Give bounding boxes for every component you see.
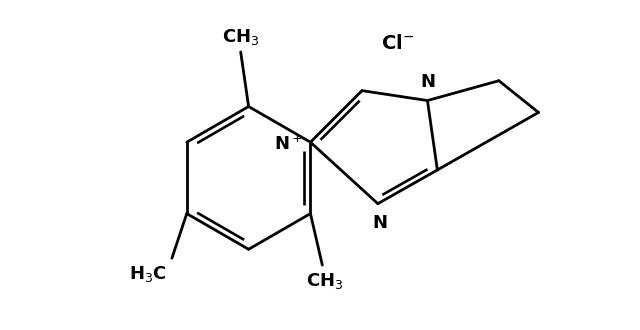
Text: N: N: [420, 73, 435, 91]
Text: CH$_3$: CH$_3$: [306, 271, 343, 291]
Text: N: N: [372, 214, 387, 232]
Text: H$_3$C: H$_3$C: [129, 264, 167, 284]
Text: Cl$^{-}$: Cl$^{-}$: [381, 34, 414, 52]
Text: N$^+$: N$^+$: [273, 135, 303, 154]
Text: CH$_3$: CH$_3$: [222, 27, 259, 47]
